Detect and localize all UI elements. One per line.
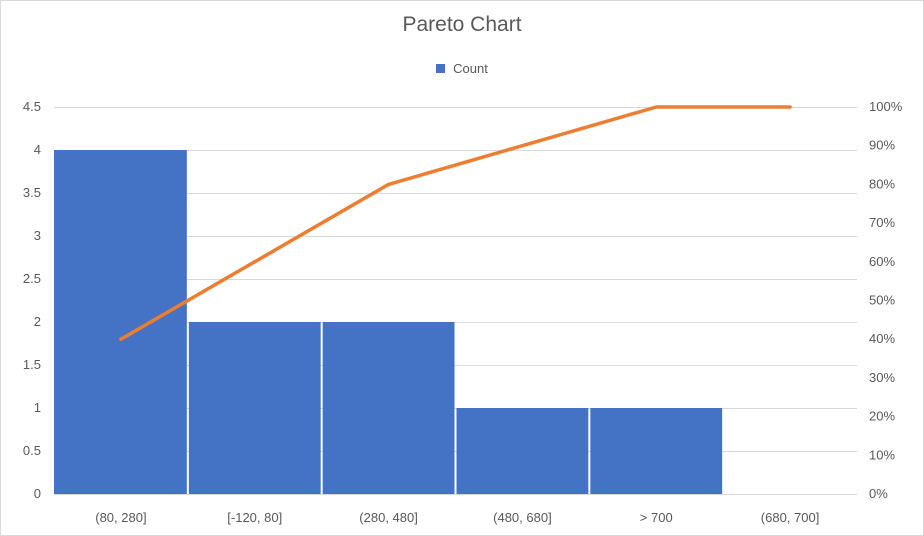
y-tick-label-8: 4 bbox=[34, 142, 41, 157]
y2-tick-label-5: 50% bbox=[869, 293, 895, 308]
y-tick-label-1: 0.5 bbox=[23, 443, 41, 458]
y-tick-label-0: 0 bbox=[34, 486, 41, 501]
legend: Count bbox=[1, 61, 923, 76]
bar-2 bbox=[322, 322, 455, 494]
y2-tick-label-2: 20% bbox=[869, 409, 895, 424]
y2-tick-label-1: 10% bbox=[869, 447, 895, 462]
legend-label-count: Count bbox=[453, 61, 488, 76]
x-tick-label-3: (480, 680] bbox=[493, 510, 552, 525]
bar-0 bbox=[54, 150, 187, 494]
y-tick-label-9: 4.5 bbox=[23, 99, 41, 114]
y2-tick-label-9: 90% bbox=[869, 138, 895, 153]
y-tick-label-2: 1 bbox=[34, 400, 41, 415]
x-tick-label-0: (80, 280] bbox=[95, 510, 146, 525]
y2-tick-label-7: 70% bbox=[869, 215, 895, 230]
bar-1 bbox=[188, 322, 321, 494]
y-tick-label-4: 2 bbox=[34, 314, 41, 329]
x-tick-label-4: > 700 bbox=[640, 510, 673, 525]
x-tick-label-5: (680, 700] bbox=[761, 510, 820, 525]
y-tick-label-3: 1.5 bbox=[23, 357, 41, 372]
chart-title: Pareto Chart bbox=[402, 13, 522, 36]
y2-tick-label-10: 100% bbox=[869, 99, 903, 114]
y-tick-label-5: 2.5 bbox=[23, 271, 41, 286]
y2-tick-label-6: 60% bbox=[869, 254, 895, 269]
y-tick-label-7: 3.5 bbox=[23, 185, 41, 200]
cumulative-line bbox=[119, 105, 792, 341]
y2-tick-label-4: 40% bbox=[869, 331, 895, 346]
bar-3 bbox=[456, 408, 589, 494]
bar-4 bbox=[590, 408, 723, 494]
legend-swatch-count bbox=[436, 64, 446, 73]
y2-tick-label-0: 0% bbox=[869, 486, 888, 501]
x-tick-label-2: (280, 480] bbox=[359, 510, 418, 525]
y-tick-label-6: 3 bbox=[34, 228, 41, 243]
y2-tick-label-8: 80% bbox=[869, 176, 895, 191]
x-tick-label-1: [-120, 80] bbox=[227, 510, 282, 525]
y2-tick-label-3: 30% bbox=[869, 370, 895, 385]
